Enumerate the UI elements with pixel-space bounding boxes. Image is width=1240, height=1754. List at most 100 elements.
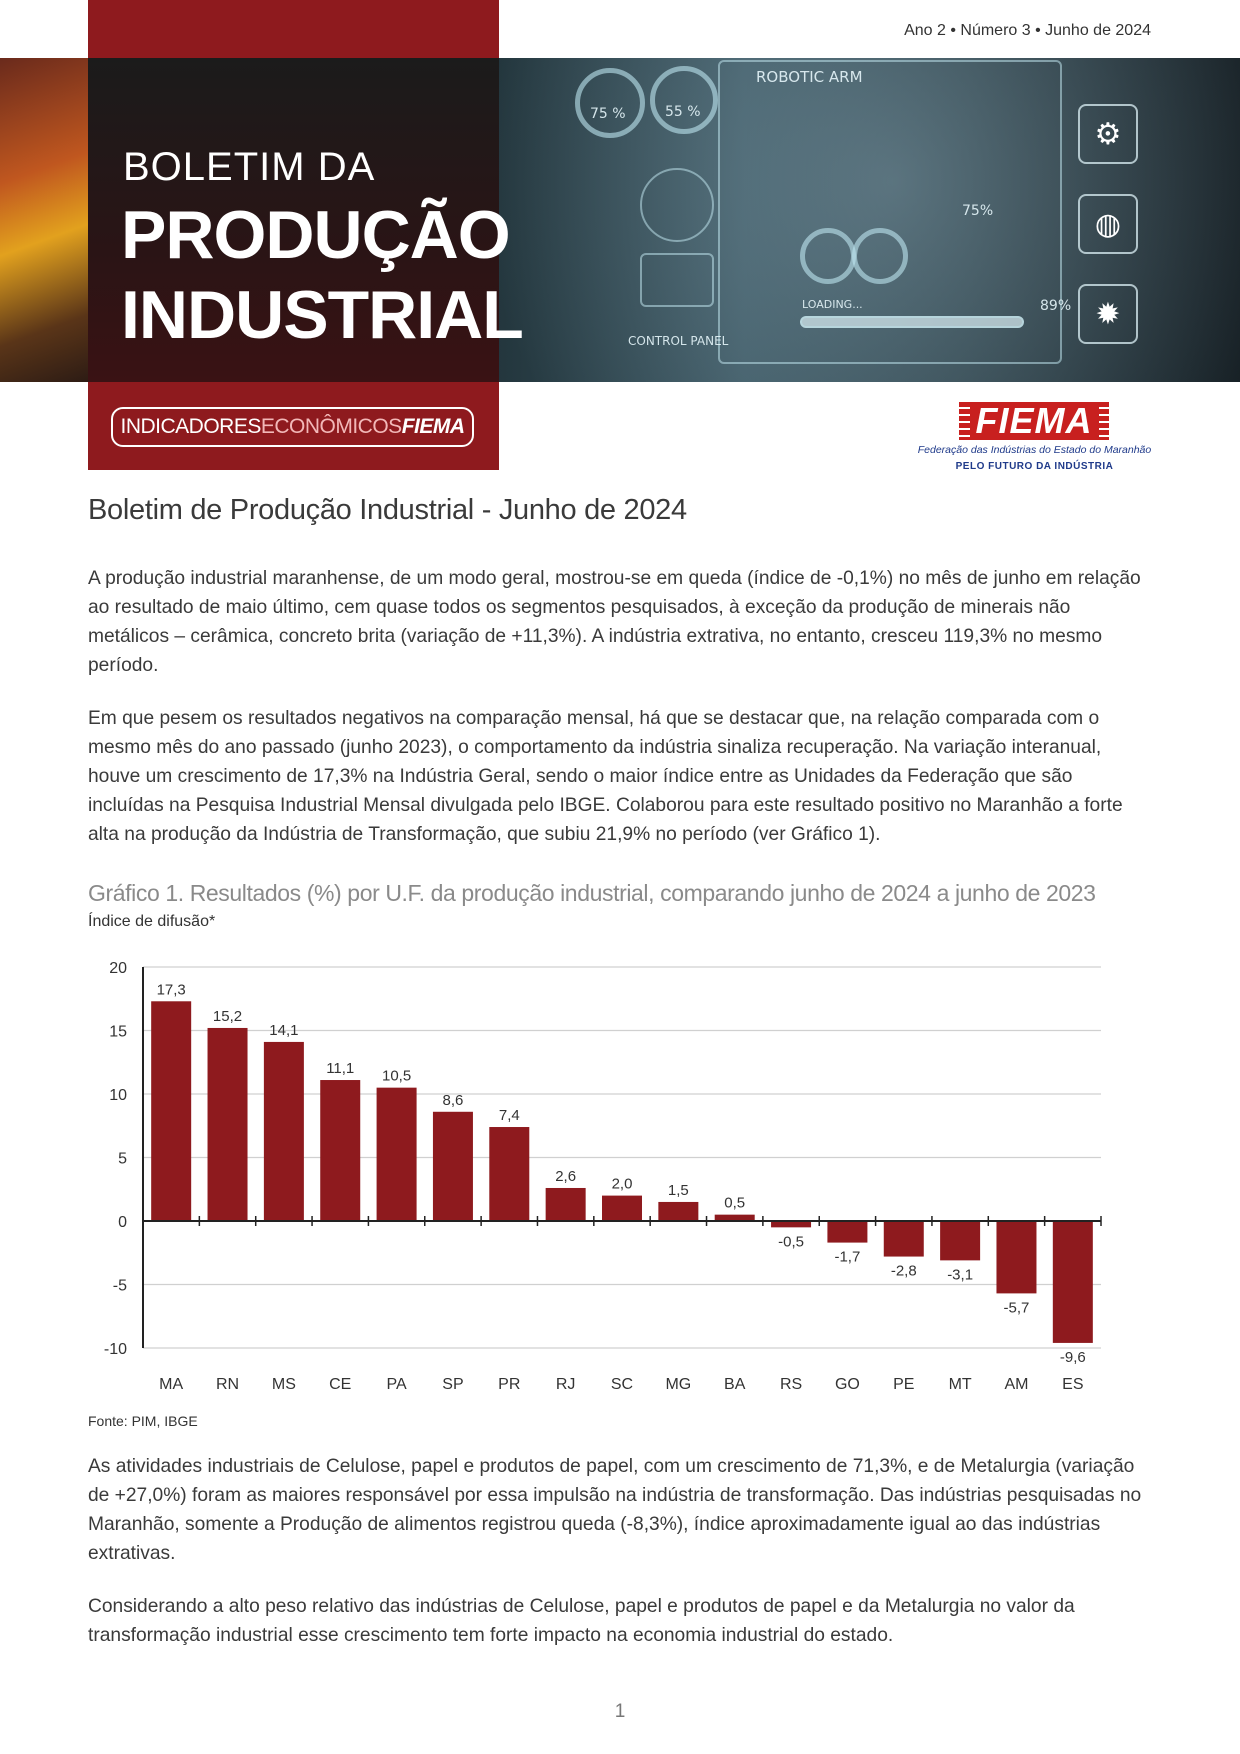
gauge-icon <box>852 228 908 284</box>
x-tick-label: MS <box>272 1376 296 1393</box>
tag-part-3: FIEMA <box>401 415 465 438</box>
paragraph-1: A produção industrial maranhense, de um … <box>88 568 1141 676</box>
x-tick-label: GO <box>835 1376 860 1393</box>
loading-bar <box>800 316 1024 328</box>
data-label: 1,5 <box>668 1182 689 1199</box>
robot-arm-photo <box>0 58 100 382</box>
title-line-2: INDUSTRIAL <box>121 277 524 353</box>
logo-tagline: PELO FUTURO DA INDÚSTRIA <box>955 461 1114 472</box>
data-label: -2,8 <box>891 1263 917 1280</box>
x-tick-label: MG <box>665 1376 691 1393</box>
x-tick-label: MT <box>949 1376 972 1393</box>
title-small: BOLETIM DA <box>123 145 376 189</box>
x-tick-label: SC <box>611 1376 633 1393</box>
data-label: -1,7 <box>834 1249 860 1266</box>
gauge-icon <box>575 68 645 138</box>
paragraph-3: As atividades industriais de Celulose, p… <box>88 1456 1142 1564</box>
data-label: 14,1 <box>269 1022 298 1039</box>
x-tick-label: ES <box>1062 1376 1083 1393</box>
bar <box>714 1214 755 1221</box>
bar <box>376 1087 417 1221</box>
bar <box>827 1221 868 1243</box>
data-label: 15,2 <box>213 1008 242 1025</box>
y-tick-label: -10 <box>104 1341 127 1358</box>
hud-label: 55 % <box>665 104 701 120</box>
hud-label: 89% <box>1040 298 1072 314</box>
y-tick-label: 5 <box>118 1151 127 1168</box>
bar <box>1052 1221 1093 1343</box>
hud-label: CONTROL PANEL <box>628 334 729 348</box>
data-label: 0,5 <box>724 1195 745 1212</box>
data-label: 2,6 <box>555 1168 576 1185</box>
data-label: -5,7 <box>1004 1299 1030 1316</box>
bar-chart: 20 15 10 5 0 -5 -10 17,3 MA 15,2 RN 14,1 MS 11,1 CE 10,… <box>104 960 1102 1393</box>
x-tick-label: PA <box>387 1376 407 1393</box>
data-label: -9,6 <box>1060 1349 1086 1366</box>
bar <box>432 1111 473 1221</box>
bar <box>883 1221 924 1257</box>
logo-subtitle: Federação das Indústrias do Estado do Ma… <box>917 444 1152 456</box>
y-tick-label: 10 <box>109 1087 127 1104</box>
hud-label: LOADING... <box>802 298 863 311</box>
x-tick-label: RJ <box>556 1376 576 1393</box>
x-tick-label: MA <box>159 1376 183 1393</box>
hud-panel <box>718 60 1062 364</box>
hud-title: ROBOTIC ARM <box>756 68 863 86</box>
bar <box>489 1127 530 1221</box>
data-label: 8,6 <box>443 1092 464 1109</box>
robot-arm-icon: ⚙ <box>1078 104 1138 164</box>
paragraph-4: Considerando a alto peso relativo das in… <box>88 1596 1075 1646</box>
data-label: 17,3 <box>157 981 186 998</box>
chart-subtitle: Índice de difusão* <box>88 913 216 930</box>
globe-icon: ◍ <box>1078 194 1138 254</box>
paragraph-2: Em que pesem os resultados negativos na … <box>88 708 1123 845</box>
data-label: 10,5 <box>382 1068 411 1085</box>
bar <box>602 1195 642 1221</box>
document-title: Boletim de Produção Industrial - Junho d… <box>88 494 687 526</box>
y-tick-label: 20 <box>109 960 127 977</box>
fiema-logo: FIEMA <box>959 402 1109 440</box>
chart-source: Fonte: PIM, IBGE <box>88 1413 198 1429</box>
x-tick-label: AM <box>1004 1376 1028 1393</box>
x-tick-label: RN <box>216 1376 239 1393</box>
indicators-tag: INDICADORES ECONÔMICOS FIEMA <box>111 407 474 447</box>
bar <box>996 1221 1037 1294</box>
bar <box>545 1187 586 1221</box>
page-number: 1 <box>614 1701 626 1722</box>
y-tick-label: 15 <box>109 1024 127 1041</box>
data-label: -3,1 <box>947 1266 973 1283</box>
gauge-icon <box>800 228 856 284</box>
gear-icon: ✹ <box>1078 284 1138 344</box>
title-line-1: PRODUÇÃO <box>121 197 511 273</box>
data-label: -0,5 <box>778 1233 804 1250</box>
x-tick-label: PE <box>893 1376 914 1393</box>
bar <box>151 1001 192 1221</box>
bar <box>320 1080 361 1221</box>
bar <box>658 1201 699 1221</box>
tag-part-2: ECONÔMICOS <box>260 415 402 438</box>
bar <box>771 1221 812 1228</box>
data-label: 2,0 <box>612 1176 633 1193</box>
y-tick-label: 0 <box>118 1214 127 1231</box>
bar <box>263 1041 304 1221</box>
logo-name: FIEMA <box>969 402 1099 440</box>
x-tick-label: PR <box>498 1376 520 1393</box>
bar <box>940 1221 981 1261</box>
title-big: PRODUÇÃO INDUSTRIAL <box>121 195 524 355</box>
x-tick-label: RS <box>780 1376 802 1393</box>
tag-part-1: INDICADORES <box>120 415 261 438</box>
data-label: 11,1 <box>326 1060 354 1077</box>
y-tick-label: -5 <box>113 1278 127 1295</box>
bar <box>207 1027 248 1221</box>
x-tick-label: CE <box>329 1376 351 1393</box>
hud-label: 75% <box>962 203 994 219</box>
chart-title: Gráfico 1. Resultados (%) por U.F. da pr… <box>88 880 1096 906</box>
title-dark-panel <box>88 58 499 382</box>
bar-chart-icon <box>640 253 714 307</box>
gauge-icon <box>650 66 718 134</box>
issue-info: Ano 2 • Número 3 • Junho de 2024 <box>904 22 1151 39</box>
data-label: 7,4 <box>499 1107 520 1124</box>
chart-icon <box>640 168 714 242</box>
hud-label: 75 % <box>590 106 626 122</box>
x-tick-label: BA <box>724 1376 746 1393</box>
